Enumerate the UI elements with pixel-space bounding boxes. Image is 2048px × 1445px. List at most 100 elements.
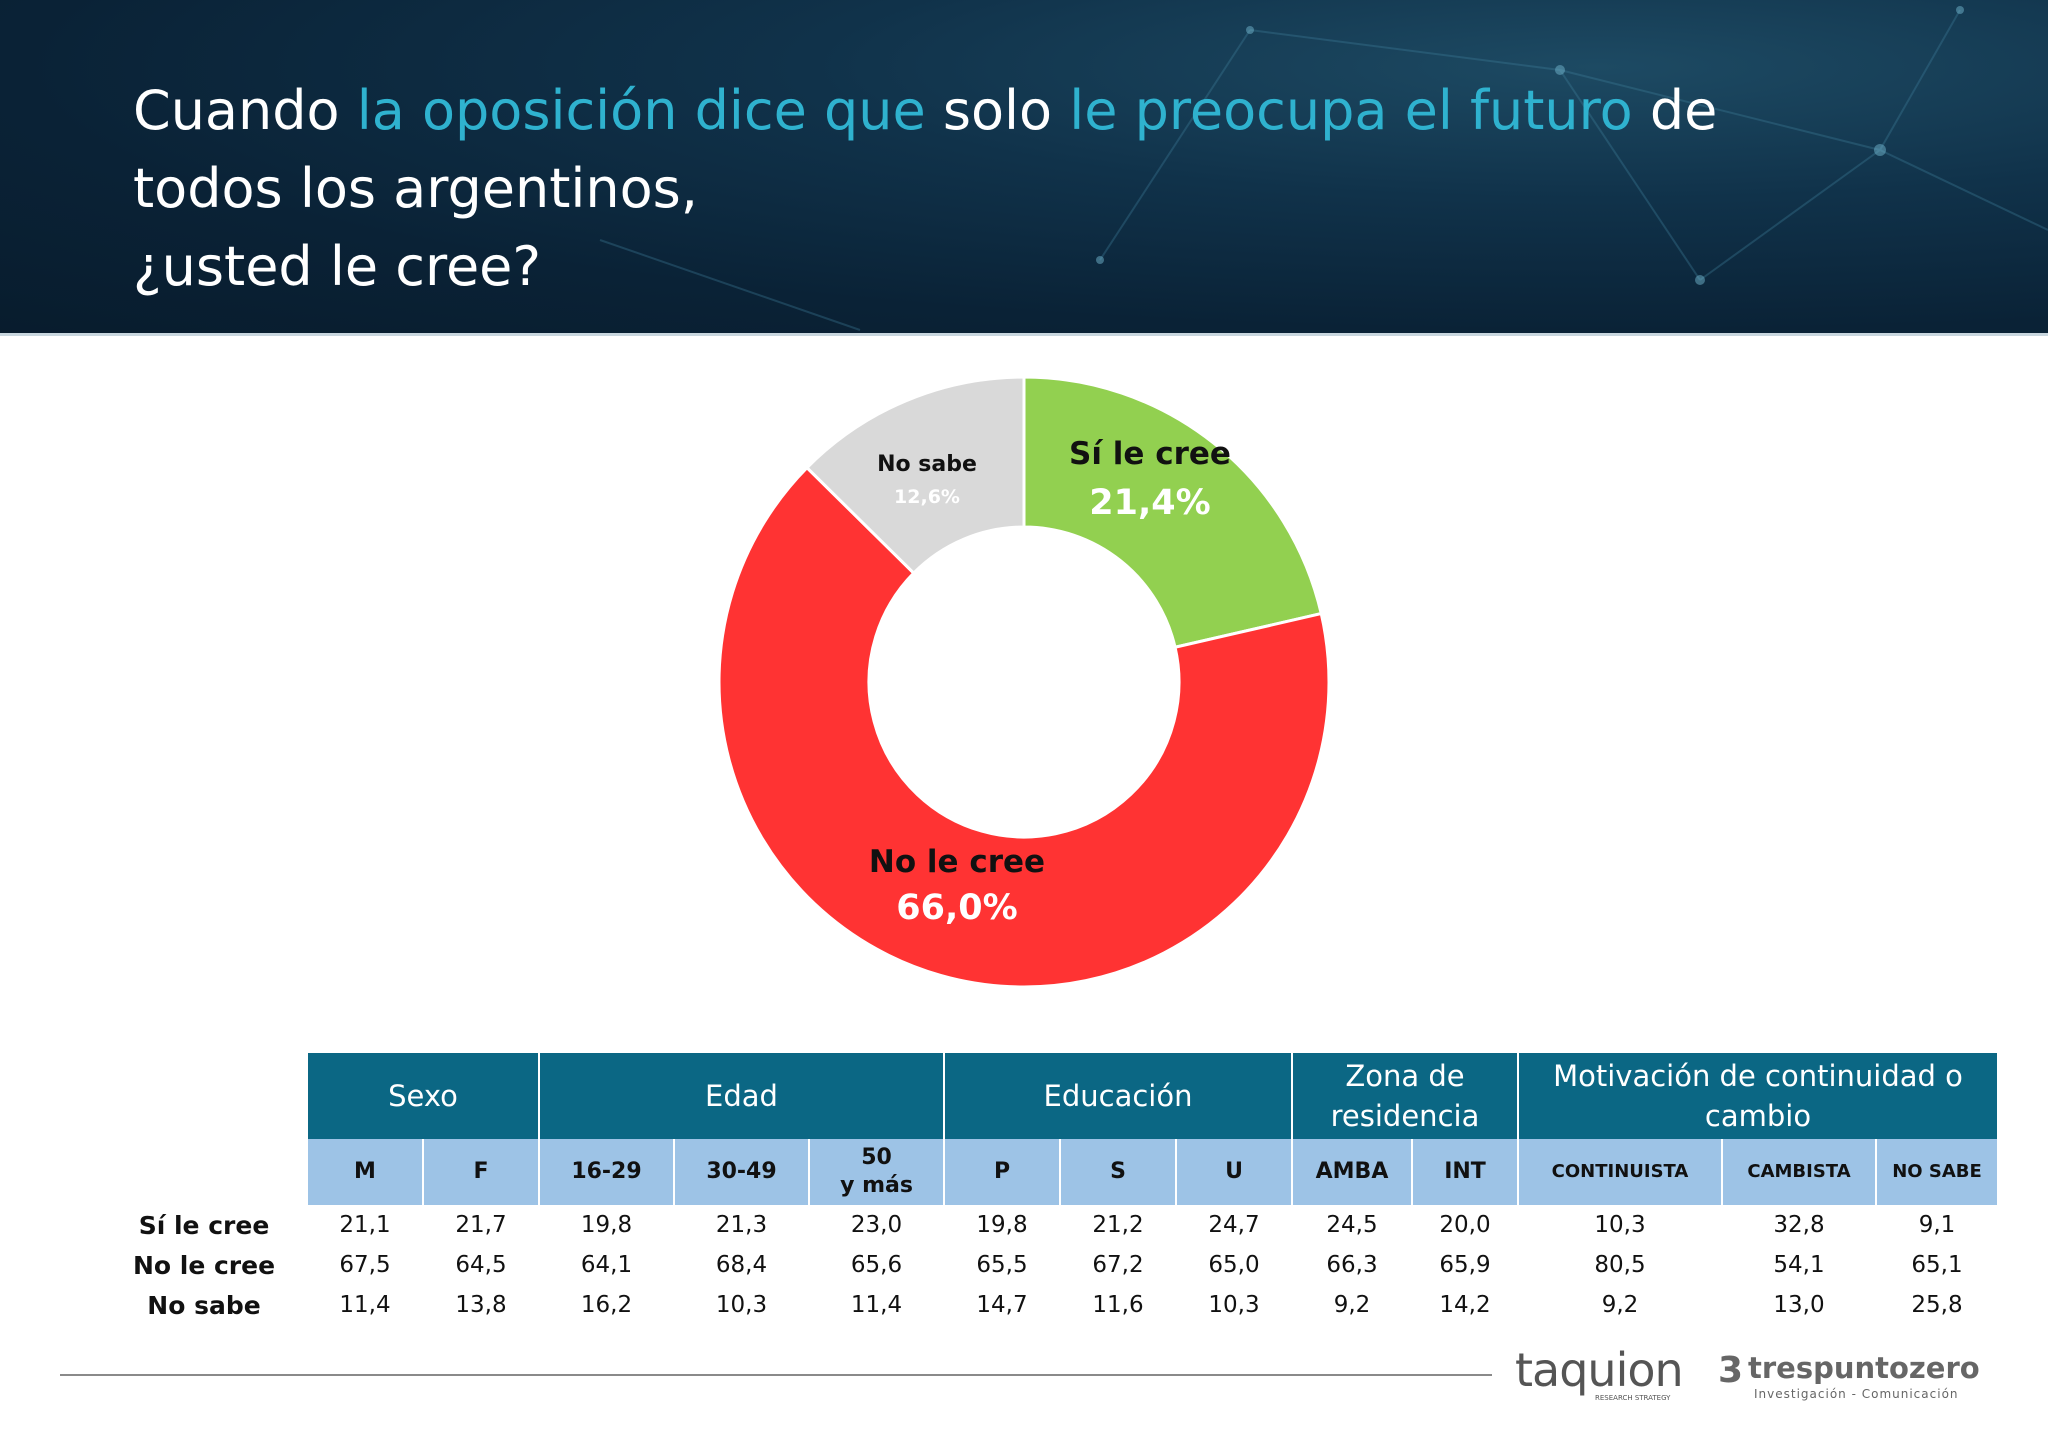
slice-label-si: Sí le cree: [1069, 436, 1231, 472]
table-cell: 65,9: [1439, 1252, 1491, 1278]
table-cell: 21,1: [339, 1212, 391, 1238]
crosstab-table: Sexo Edad Educación Zona de residencia Mo…: [100, 1053, 1999, 1325]
group-edad: Edad: [540, 1053, 943, 1139]
tpz-logo-sub: Investigación - Comunicación: [1754, 1387, 1959, 1401]
table-cell: 24,7: [1208, 1212, 1260, 1238]
slice-label-no: No le cree: [869, 844, 1045, 880]
table-cell: 9,2: [1601, 1292, 1639, 1318]
table-cell: 14,2: [1439, 1292, 1491, 1318]
table-cell: 11,4: [339, 1292, 391, 1318]
table-cell: 24,5: [1326, 1212, 1378, 1238]
col-header: NO SABE: [1877, 1139, 1997, 1205]
slice-value-no: 66,0%: [896, 888, 1017, 928]
col-header: 50 y más: [810, 1139, 943, 1205]
table-cell: 21,3: [715, 1212, 768, 1238]
title-part: Cuando: [133, 79, 357, 142]
table-cell: 68,4: [715, 1252, 768, 1278]
table-cell: 14,7: [976, 1292, 1028, 1318]
slice-si-le-cree: [1022, 375, 1324, 650]
table-row: No sabe 11,4 13,8 16,2 10,3 11,4 14,7 11,6 10,3 9…: [102, 1285, 1997, 1325]
table-cell: 65,6: [850, 1252, 903, 1278]
taquion-logo-sub: RESEARCH STRATEGY: [1595, 1394, 1671, 1402]
group-motivacion: Motivación de continuidad o cambio: [1519, 1053, 1997, 1139]
table-cell: 20,0: [1439, 1212, 1491, 1238]
table-cell: 21,7: [455, 1212, 507, 1238]
table-cell: 67,2: [1092, 1252, 1144, 1278]
table-row: Sí le cree 21,1 21,7 19,8 21,3 23,0 19,8 21,2 24…: [102, 1205, 1997, 1245]
table-cell: 19,8: [580, 1212, 633, 1238]
col-header: F: [424, 1139, 538, 1205]
title-part: de: [1632, 79, 1718, 142]
table-cell: 10,3: [715, 1292, 768, 1318]
table-cell: 16,2: [580, 1292, 633, 1318]
table-cell: 80,5: [1594, 1252, 1646, 1278]
table-cell: 66,3: [1326, 1252, 1378, 1278]
table-body: Sí le cree 21,1 21,7 19,8 21,3 23,0 19,8 21,2 24…: [102, 1205, 1997, 1325]
slice-no-sabe: [804, 375, 1026, 576]
footer-divider: [60, 1374, 1492, 1376]
row-label: No sabe: [147, 1290, 261, 1320]
title-line-2: todos los argentinos,: [133, 157, 698, 220]
table-cell: 67,5: [339, 1252, 391, 1278]
donut-chart: Sí le cree 21,4% No le cree 66,0% No sab…: [717, 375, 1331, 989]
col-header: U: [1177, 1139, 1291, 1205]
col-header: 30-49: [675, 1139, 808, 1205]
slice-label-nosabe: No sabe: [877, 452, 977, 477]
table-cell: 10,3: [1208, 1292, 1260, 1318]
col-header: CONTINUISTA: [1519, 1139, 1721, 1205]
group-motiv-line2: cambio: [1704, 1099, 1812, 1133]
table-cell: 13,0: [1773, 1292, 1825, 1318]
title-part-highlight: la oposición dice que: [356, 79, 926, 142]
empty-corner: [102, 1139, 306, 1205]
table-cell: 65,0: [1208, 1252, 1260, 1278]
col-header: AMBA: [1293, 1139, 1411, 1205]
row-label: Sí le cree: [138, 1210, 270, 1240]
col-header: 16-29: [540, 1139, 673, 1205]
col-header: S: [1061, 1139, 1175, 1205]
col-header: CAMBISTA: [1723, 1139, 1875, 1205]
table-cell: 65,1: [1911, 1252, 1963, 1278]
title-part-highlight: le preocupa el futuro: [1069, 79, 1633, 142]
table-cell: 19,8: [976, 1212, 1028, 1238]
table-cell: 64,5: [455, 1252, 507, 1278]
taquion-logo-text: taquion: [1515, 1346, 1683, 1397]
table-cell: 25,8: [1911, 1292, 1963, 1318]
table-cell: 65,5: [976, 1252, 1028, 1278]
col-header: P: [945, 1139, 1059, 1205]
header-divider: [0, 333, 2048, 336]
page-title: Cuando la oposición dice que solo le pre…: [133, 72, 1733, 306]
slice-value-si: 21,4%: [1089, 483, 1210, 523]
group-motiv-line1: Motivación de continuidad o: [1553, 1059, 1963, 1093]
network-background: [599, 6, 2048, 331]
table-cell: 32,8: [1773, 1212, 1825, 1238]
tpz-mark: 3: [1718, 1350, 1743, 1391]
col-header-line2: y más: [840, 1173, 913, 1198]
slice-value-nosabe: 12,6%: [894, 486, 960, 508]
tpz-logo-text: trespuntozero: [1748, 1351, 1980, 1385]
table-cell: 11,4: [850, 1292, 903, 1318]
title-line-1: Cuando la oposición dice que solo le pre…: [133, 72, 1733, 150]
table-column-header-row: M F 16-29 30-49 50 y más P S U AMBA INT C…: [102, 1139, 1997, 1205]
group-zona: Zona de residencia: [1293, 1053, 1517, 1139]
header-banner: Cuando la oposición dice que solo le pre…: [0, 0, 2048, 335]
slice-no-le-cree: [717, 465, 1331, 989]
taquion-logo: taquion RESEARCH STRATEGY: [1515, 1346, 1684, 1402]
table-cell: 11,6: [1092, 1292, 1144, 1318]
table-cell: 21,2: [1092, 1212, 1144, 1238]
group-zona-line1: Zona de: [1345, 1059, 1465, 1093]
trespuntozero-logo: 3 trespuntozero Investigación - Comunica…: [1718, 1350, 1980, 1401]
table-cell: 10,3: [1594, 1212, 1646, 1238]
table-cell: 13,8: [455, 1292, 507, 1318]
table-group-header-row: Sexo Edad Educación Zona de residencia Mo…: [102, 1053, 1997, 1139]
table-cell: 64,1: [580, 1252, 633, 1278]
table-row: No le cree 67,5 64,5 64,1 68,4 65,6 65,5 67,2 65…: [102, 1245, 1997, 1285]
title-line-3: ¿usted le cree?: [133, 235, 542, 298]
group-zona-line2: residencia: [1330, 1099, 1480, 1133]
empty-corner: [102, 1053, 306, 1139]
table-cell: 54,1: [1773, 1252, 1825, 1278]
table-cell: 9,1: [1918, 1212, 1956, 1238]
row-label: No le cree: [132, 1250, 276, 1280]
col-header-line1: 50: [861, 1145, 892, 1170]
group-sexo: Sexo: [308, 1053, 538, 1139]
group-educacion: Educación: [945, 1053, 1291, 1139]
